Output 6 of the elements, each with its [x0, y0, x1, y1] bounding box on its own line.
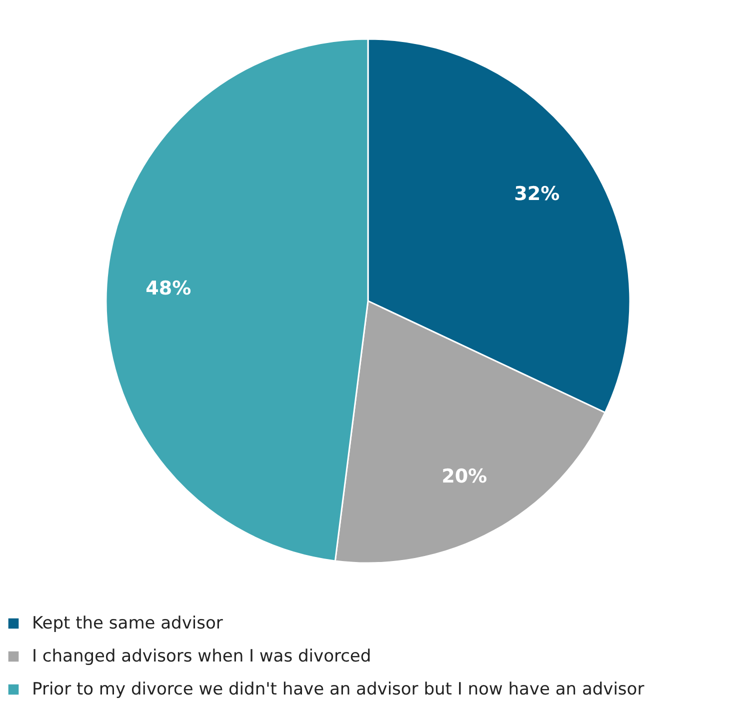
data-label: 20%: [442, 465, 488, 488]
data-label: 48%: [146, 277, 192, 300]
legend-label: Kept the same advisor: [32, 614, 223, 634]
legend-label: I changed advisors when I was divorced: [32, 646, 372, 666]
data-label: 32%: [514, 182, 560, 205]
legend-label: Prior to my divorce we didn't have an advisor but I now have an advisor: [32, 680, 644, 700]
